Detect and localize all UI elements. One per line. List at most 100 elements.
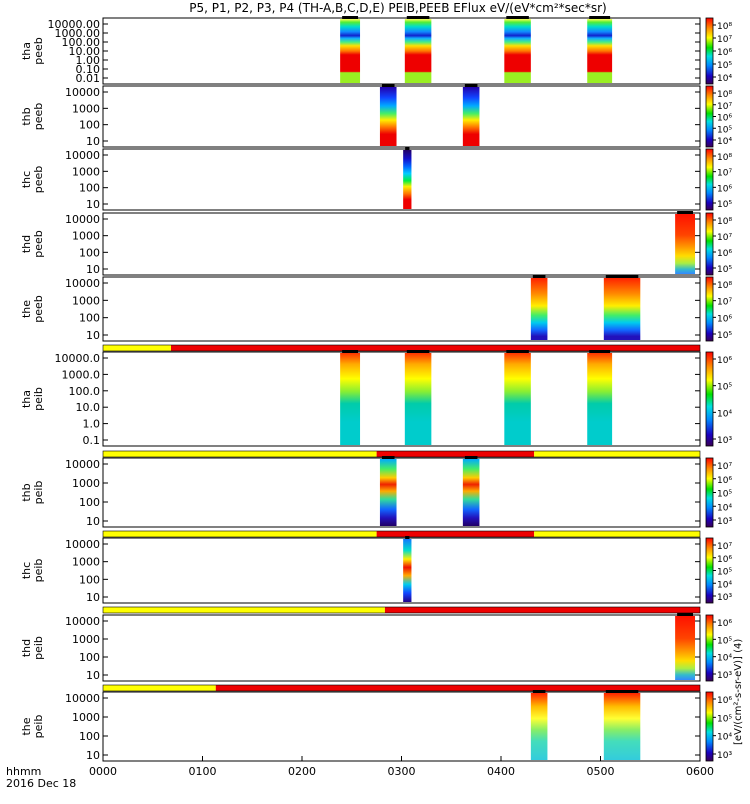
spectrogram-block (603, 693, 641, 760)
colorbar-tick-label: 10⁷ (717, 542, 732, 552)
y-tick-label: 10000 (65, 538, 100, 551)
y-tick-label: 10 (86, 135, 100, 148)
y-tick-label: 10000 (65, 615, 100, 628)
colorbar-tick-label: 10⁸ (717, 153, 732, 163)
y-axis-probe-label: thb (20, 107, 33, 125)
spectrogram-block (404, 353, 432, 445)
colorbar-tick-label: 10⁷ (717, 298, 732, 308)
y-tick-label: 100 (79, 312, 100, 325)
y-axis-probe-label: tha (20, 42, 33, 60)
colorbar (705, 691, 714, 762)
y-tick-label: 10000.0 (55, 352, 101, 365)
y-axis-probe-label: thc (20, 171, 33, 188)
panel-frame (102, 457, 701, 528)
panel-frame (102, 148, 701, 211)
colorbar-tick-label: 10⁶ (717, 48, 732, 58)
y-axis-probe-label: thc (20, 562, 33, 579)
spectrogram-block (587, 353, 613, 445)
colorbar (705, 457, 714, 528)
y-axis-probe-label: thd (20, 235, 33, 253)
colorbar-tick-label: 10⁵ (717, 568, 732, 578)
y-axis-probe-label: tha (20, 390, 33, 408)
panel-thc-peeb: 10000 1000 100 10 thc peeb 10⁸ 10⁷ 10⁶ 10⁵ (20, 147, 732, 211)
flag-segment (103, 685, 216, 691)
y-tick-label: 1.00 (76, 54, 101, 67)
flag-segment (170, 345, 700, 351)
colorbar-tick-label: 10⁷ (717, 35, 732, 45)
flag-segment (103, 607, 385, 613)
spectrogram-block (504, 353, 531, 445)
y-tick-label: 10000 (65, 149, 100, 162)
y-axis-instrument-label: peib (32, 559, 45, 583)
colorbar-tick-label: 10³ (717, 593, 732, 603)
y-axis-instrument-label: peeb (32, 37, 45, 65)
flag-segment (103, 345, 171, 351)
colorbar-title: [eV/(cm²-s-sr-eV)] (4) (733, 639, 744, 745)
colorbar (705, 85, 714, 148)
y-axis-instrument-label: peeb (32, 166, 45, 194)
panel-frame (102, 85, 701, 148)
colorbar-tick-label: 10⁵ (717, 636, 732, 646)
x-tick-label: 0200 (288, 765, 316, 778)
colorbar-tick-label: 10⁵ (717, 383, 732, 393)
colorbar (705, 212, 714, 276)
spectrogram-block (340, 19, 361, 83)
panel-thd-peeb: 10000 1000 100 10 thd peeb 10⁸ 10⁷ 10⁶ 10⁵ (20, 211, 732, 276)
spectrogram-block (379, 459, 397, 526)
colorbar-tick-label: 10⁵ (717, 331, 732, 341)
colorbar (705, 351, 714, 447)
colorbar-tick-label: 10⁶ (717, 696, 732, 706)
colorbar-tick-label: 10⁴ (717, 409, 732, 419)
panel-frame (102, 351, 701, 447)
x-tick-label: 0500 (587, 765, 615, 778)
colorbar-tick-label: 10⁶ (717, 619, 732, 629)
x-axis: 0000 0100 0200 0300 0400 0500 0600 (89, 756, 714, 778)
colorbar-tick-label: 10⁵ (717, 490, 732, 500)
y-tick-label: 1000.00 (55, 27, 101, 40)
panel-thd-peib: 10000 1000 100 10 thd peib 10⁶ 10⁵ 10⁴ 10³ (20, 606, 732, 682)
colorbar-tick-label: 10⁸ (717, 22, 732, 32)
y-tick-label: 10000 (65, 692, 100, 705)
y-tick-label: 1000 (72, 711, 100, 724)
flag-bar-frame (102, 684, 701, 692)
colorbar-tick-label: 10³ (717, 517, 732, 527)
y-axis-instrument-label: peib (32, 387, 45, 411)
flag-segment (534, 531, 700, 537)
flag-segment (384, 607, 700, 613)
colorbar-tick-label: 10⁸ (717, 90, 732, 100)
flag-segment (215, 685, 700, 691)
y-tick-label: 10 (86, 263, 100, 276)
panel-frame (102, 537, 701, 604)
y-tick-label: 10000 (65, 458, 100, 471)
colorbar (705, 148, 714, 211)
x-tick-label: 0400 (487, 765, 515, 778)
y-tick-label: 0.1 (83, 434, 101, 447)
y-tick-label: 1000 (72, 477, 100, 490)
y-tick-label: 1000.0 (62, 368, 101, 381)
y-axis-instrument-label: peeb (32, 230, 45, 258)
spectrogram-block (587, 19, 613, 83)
spectrogram-block (462, 459, 480, 526)
colorbar-tick-label: 10⁴ (717, 654, 732, 664)
flag-segment (103, 531, 377, 537)
spectrogram-block (403, 150, 412, 209)
colorbar-tick-label: 10³ (717, 436, 732, 446)
y-axis-instrument-label: peib (32, 481, 45, 505)
colorbar-tick-label: 10⁷ (717, 462, 732, 472)
y-tick-label: 10000.00 (48, 18, 101, 31)
y-tick-label: 1000 (72, 556, 100, 569)
colorbar-tick-label: 10⁷ (717, 169, 732, 179)
y-tick-label: 100 (79, 496, 100, 509)
colorbar-tick-label: 10⁶ (717, 114, 732, 124)
flag-segment (103, 451, 377, 457)
panel-frame (102, 212, 701, 276)
x-tick-label: 0100 (189, 765, 217, 778)
spectrogram-block (403, 539, 412, 602)
y-tick-label: 10 (86, 591, 100, 604)
y-tick-label: 1000 (72, 230, 100, 243)
y-axis-probe-label: thd (20, 639, 33, 657)
colorbar-tick-label: 10⁶ (717, 555, 732, 565)
